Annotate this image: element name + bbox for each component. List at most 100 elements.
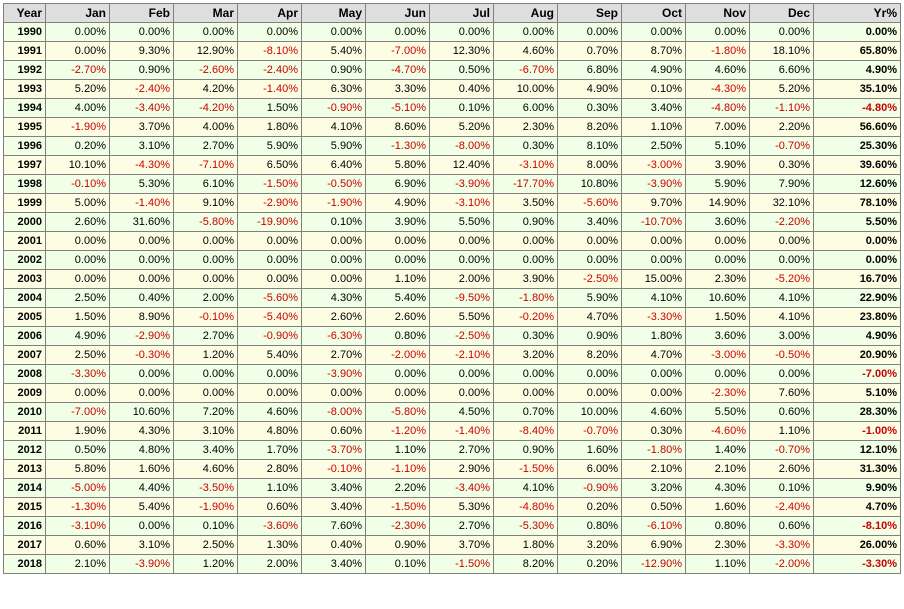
monthly-return-cell: 5.40%: [109, 497, 174, 517]
monthly-return-cell: 0.00%: [749, 364, 814, 384]
monthly-return-cell: 9.30%: [109, 41, 174, 61]
year-cell: 2006: [3, 326, 46, 346]
monthly-return-cell: 0.00%: [621, 364, 686, 384]
monthly-return-cell: -3.50%: [173, 478, 238, 498]
monthly-return-cell: 0.20%: [45, 136, 110, 156]
monthly-return-cell: 2.20%: [749, 117, 814, 137]
monthly-return-cell: 1.50%: [685, 307, 750, 327]
year-cell: 2011: [3, 421, 46, 441]
year-cell: 1990: [3, 22, 46, 42]
monthly-return-cell: 0.00%: [685, 364, 750, 384]
table-header: Year Jan Feb Mar Apr May Jun Jul Aug Sep Oct Nov Dec…: [3, 3, 901, 23]
monthly-return-cell: 3.90%: [685, 155, 750, 175]
monthly-return-cell: 0.00%: [237, 383, 302, 403]
monthly-return-cell: 0.00%: [301, 22, 366, 42]
monthly-return-cell: 0.00%: [237, 231, 302, 251]
monthly-return-cell: 4.10%: [621, 288, 686, 308]
monthly-return-cell: -12.90%: [621, 554, 686, 574]
yearly-return-cell: 4.90%: [813, 326, 901, 346]
monthly-return-cell: 0.00%: [621, 231, 686, 251]
table-row: 1999 5.00% -1.40% 9.10% -2.90% -1.90% 4.90% -3.…: [3, 193, 901, 213]
table-row: 2005 1.50% 8.90% -0.10% -5.40% 2.60% 2.60% 5.50…: [3, 307, 901, 327]
monthly-return-cell: 6.60%: [749, 60, 814, 80]
monthly-return-cell: 0.20%: [557, 554, 622, 574]
year-cell: 1996: [3, 136, 46, 156]
year-cell: 2004: [3, 288, 46, 308]
monthly-return-cell: 1.10%: [749, 421, 814, 441]
monthly-return-cell: 0.20%: [557, 497, 622, 517]
table-row: 1995 -1.90% 3.70% 4.00% 1.80% 4.10% 8.60% 5.20%…: [3, 117, 901, 137]
monthly-return-cell: 0.00%: [237, 22, 302, 42]
monthly-return-cell: 0.10%: [301, 212, 366, 232]
yearly-return-cell: 39.60%: [813, 155, 901, 175]
table-row: 2016 -3.10% 0.00% 0.10% -3.60% 7.60% -2.30% 2.7…: [3, 516, 901, 536]
monthly-return-cell: -1.30%: [365, 136, 430, 156]
monthly-return-cell: -3.00%: [685, 345, 750, 365]
monthly-return-cell: 0.00%: [493, 383, 558, 403]
monthly-return-cell: -4.30%: [685, 79, 750, 99]
monthly-return-cell: -0.10%: [301, 459, 366, 479]
yearly-return-cell: -3.30%: [813, 554, 901, 574]
monthly-return-cell: 7.90%: [749, 174, 814, 194]
monthly-return-cell: -3.40%: [429, 478, 494, 498]
year-cell: 1991: [3, 41, 46, 61]
monthly-return-cell: 0.00%: [621, 22, 686, 42]
monthly-return-cell: 1.60%: [557, 440, 622, 460]
yearly-return-cell: 56.60%: [813, 117, 901, 137]
year-cell: 1997: [3, 155, 46, 175]
monthly-return-cell: 1.60%: [109, 459, 174, 479]
monthly-return-cell: 0.70%: [493, 402, 558, 422]
monthly-return-cell: 0.00%: [429, 383, 494, 403]
monthly-return-cell: 3.50%: [493, 193, 558, 213]
monthly-return-cell: 2.50%: [173, 535, 238, 555]
monthly-return-cell: 6.00%: [493, 98, 558, 118]
monthly-return-cell: 0.00%: [365, 383, 430, 403]
monthly-return-cell: 8.20%: [557, 345, 622, 365]
monthly-return-cell: -2.50%: [557, 269, 622, 289]
monthly-return-cell: 6.10%: [173, 174, 238, 194]
monthly-return-cell: 2.50%: [45, 288, 110, 308]
monthly-return-cell: 0.90%: [557, 326, 622, 346]
monthly-return-cell: 3.40%: [557, 212, 622, 232]
monthly-return-cell: 0.10%: [173, 516, 238, 536]
monthly-return-cell: -1.40%: [237, 79, 302, 99]
monthly-return-cell: 2.70%: [301, 345, 366, 365]
monthly-return-cell: 3.40%: [301, 497, 366, 517]
monthly-return-cell: 5.90%: [557, 288, 622, 308]
monthly-return-cell: 7.20%: [173, 402, 238, 422]
column-header-yrpct: Yr%: [813, 3, 901, 23]
monthly-return-cell: 5.30%: [109, 174, 174, 194]
monthly-return-cell: 6.40%: [301, 155, 366, 175]
yearly-return-cell: -7.00%: [813, 364, 901, 384]
column-header-feb: Feb: [109, 3, 174, 23]
monthly-return-cell: 4.40%: [109, 478, 174, 498]
monthly-return-cell: 8.70%: [621, 41, 686, 61]
monthly-return-cell: 0.40%: [301, 535, 366, 555]
monthly-return-cell: 3.70%: [429, 535, 494, 555]
column-header-dec: Dec: [749, 3, 814, 23]
monthly-return-cell: 0.00%: [365, 22, 430, 42]
yearly-return-cell: 20.90%: [813, 345, 901, 365]
monthly-return-cell: 4.90%: [557, 79, 622, 99]
table-row: 1998 -0.10% 5.30% 6.10% -1.50% -0.50% 6.90% -3.…: [3, 174, 901, 194]
monthly-return-cell: 0.50%: [429, 60, 494, 80]
monthly-return-cell: 8.60%: [365, 117, 430, 137]
monthly-return-cell: 0.30%: [749, 155, 814, 175]
monthly-return-cell: -0.50%: [301, 174, 366, 194]
monthly-return-cell: 2.10%: [621, 459, 686, 479]
monthly-return-cell: 4.00%: [173, 117, 238, 137]
monthly-return-cell: 6.30%: [301, 79, 366, 99]
table-row: 2003 0.00% 0.00% 0.00% 0.00% 0.00% 1.10% 2.00% 3…: [3, 269, 901, 289]
monthly-return-cell: -3.90%: [301, 364, 366, 384]
monthly-return-cell: -5.60%: [557, 193, 622, 213]
monthly-returns-table-container: Year Jan Feb Mar Apr May Jun Jul Aug Sep Oct Nov Dec…: [3, 3, 901, 574]
monthly-return-cell: 0.00%: [109, 22, 174, 42]
monthly-return-cell: 0.00%: [237, 269, 302, 289]
monthly-return-cell: -4.60%: [685, 421, 750, 441]
year-cell: 1999: [3, 193, 46, 213]
header-row: Year Jan Feb Mar Apr May Jun Jul Aug Sep Oct Nov Dec…: [3, 3, 901, 23]
monthly-return-cell: 6.80%: [557, 60, 622, 80]
column-header-sep: Sep: [557, 3, 622, 23]
monthly-return-cell: -0.70%: [749, 440, 814, 460]
monthly-return-cell: 0.00%: [45, 41, 110, 61]
